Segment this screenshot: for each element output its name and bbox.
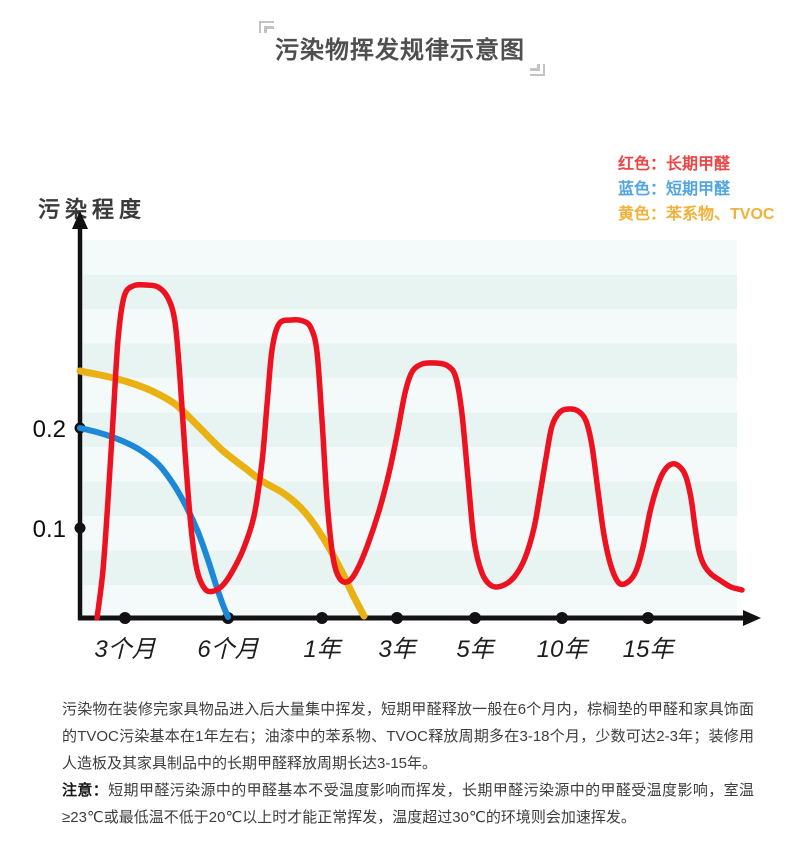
short-term-formaldehyde-curve: [77, 425, 231, 620]
legend-item-long-term-formaldehyde: 红色：长期甲醛: [618, 156, 731, 173]
x-tick-dot: [556, 612, 568, 624]
plot-stripe: [82, 343, 737, 378]
x-tick-dot: [119, 612, 131, 624]
notes-paragraph-1: 污染物在装修完家具物品进入后大量集中挥发，短期甲醛释放一般在6个月内，棕榈垫的甲…: [62, 696, 754, 777]
notes-paragraph-2-text: 短期甲醛污染源中的甲醛基本不受温度影响而挥发，长期甲醛污染源中的甲醛受温度影响，…: [62, 782, 754, 826]
y-tick-dot: [74, 522, 86, 534]
x-tick-dot: [642, 612, 654, 624]
long-term-formaldehyde-curve: [94, 281, 745, 621]
x-tick-label: 5年: [456, 636, 496, 663]
plot-stripe: [82, 412, 737, 447]
x-tick-label: 3年: [378, 636, 418, 663]
plot-stripe: [82, 550, 737, 585]
x-tick-dot: [469, 612, 481, 624]
plot-stripe: [82, 481, 737, 516]
plot-stripe: [82, 274, 737, 309]
x-tick-label: 15年: [623, 636, 677, 663]
note-label: 注意：: [62, 782, 109, 799]
title-bracket-right-icon: [527, 60, 545, 76]
x-axis-arrow-icon: [743, 610, 761, 626]
plot-stripe: [82, 516, 737, 551]
x-tick-label: 3个月: [94, 636, 156, 663]
benzene-tvoc-curve: [76, 367, 368, 620]
plot-stripe: [82, 240, 737, 275]
legend: 红色：长期甲醛 蓝色：短期甲醛黄色：苯系物、TVOC: [618, 152, 774, 227]
plot-stripe: [82, 378, 737, 413]
y-tick-label: 0.1: [33, 516, 66, 543]
x-tick-dot: [222, 612, 234, 624]
title-block: 污染物挥发规律示意图: [259, 21, 545, 76]
x-tick-dot: [316, 612, 328, 624]
y-tick-dot: [74, 422, 86, 434]
y-tick-label: 0.2: [33, 416, 66, 443]
x-tick-label: 10年: [537, 636, 591, 663]
plot-stripe: [82, 447, 737, 482]
x-tick-label: 6个月: [197, 636, 259, 663]
legend-item-benzene-tvoc: 黄色：苯系物、TVOC: [618, 206, 775, 223]
plot-stripe: [82, 309, 737, 344]
notes-paragraph-2: 注意：短期甲醛污染源中的甲醛基本不受温度影响而挥发，长期甲醛污染源中的甲醛受温度…: [62, 777, 754, 831]
notes: 污染物在装修完家具物品进入后大量集中挥发，短期甲醛释放一般在6个月内，棕榈垫的甲…: [62, 696, 754, 831]
legend-item-short-term-formaldehyde: 蓝色：短期甲醛: [618, 181, 731, 198]
page-title: 污染物挥发规律示意图: [275, 37, 525, 64]
title-bracket-left-icon: [259, 21, 277, 37]
notes-paragraph-1-text: 污染物在装修完家具物品进入后大量集中挥发，短期甲醛释放一般在6个月内，棕榈垫的甲…: [62, 701, 754, 772]
x-tick-dot: [391, 612, 403, 624]
x-tick-label: 1年: [303, 636, 343, 663]
line-chart: 3个月 6个月 1年 3年 5年 10年 15年 0.2 0.1: [33, 211, 761, 663]
plot-stripe: [82, 585, 737, 618]
y-axis-title: 污染程度: [38, 197, 147, 222]
